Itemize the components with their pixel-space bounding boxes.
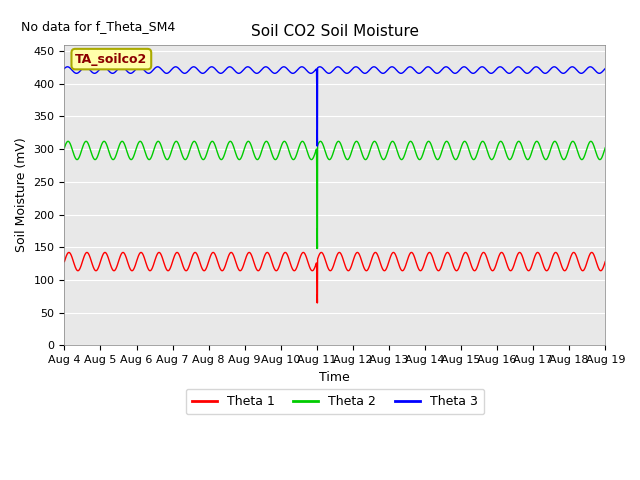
Line: Theta 3: Theta 3	[65, 67, 605, 146]
Theta 2	[61, 145, 68, 151]
Line: Theta 1: Theta 1	[65, 252, 605, 303]
Text: No data for f_Theta_SM4: No data for f_Theta_SM4	[21, 21, 175, 34]
Theta 1	[65, 250, 73, 255]
Theta 3	[61, 66, 68, 72]
Theta 1	[61, 259, 68, 264]
Theta 3	[82, 64, 90, 70]
Theta 2	[602, 145, 609, 151]
Theta 2	[191, 138, 198, 144]
Theta 3	[122, 67, 130, 73]
Theta 1	[292, 267, 300, 273]
Y-axis label: Soil Moisture (mV): Soil Moisture (mV)	[15, 138, 28, 252]
Theta 3	[313, 143, 321, 149]
Theta 2	[591, 146, 599, 152]
Theta 1	[591, 255, 599, 261]
Line: Theta 2: Theta 2	[65, 141, 605, 249]
X-axis label: Time: Time	[319, 371, 350, 384]
Theta 1	[154, 250, 162, 255]
Title: Soil CO2 Soil Moisture: Soil CO2 Soil Moisture	[251, 24, 419, 39]
Theta 1	[268, 260, 276, 265]
Theta 1	[533, 250, 541, 256]
Theta 2	[292, 155, 300, 160]
Theta 3	[591, 67, 599, 73]
Theta 2	[533, 138, 541, 144]
Theta 2	[122, 146, 130, 152]
Text: TA_soilco2: TA_soilco2	[76, 53, 147, 66]
Theta 1	[313, 300, 321, 306]
Theta 3	[268, 69, 276, 75]
Theta 2	[154, 138, 162, 144]
Theta 1	[602, 259, 609, 264]
Legend: Theta 1, Theta 2, Theta 3: Theta 1, Theta 2, Theta 3	[186, 389, 484, 414]
Theta 3	[154, 64, 162, 70]
Theta 2	[268, 151, 276, 157]
Theta 3	[533, 64, 541, 70]
Theta 3	[292, 69, 300, 75]
Theta 2	[313, 246, 321, 252]
Theta 1	[122, 255, 130, 261]
Theta 3	[602, 66, 609, 72]
